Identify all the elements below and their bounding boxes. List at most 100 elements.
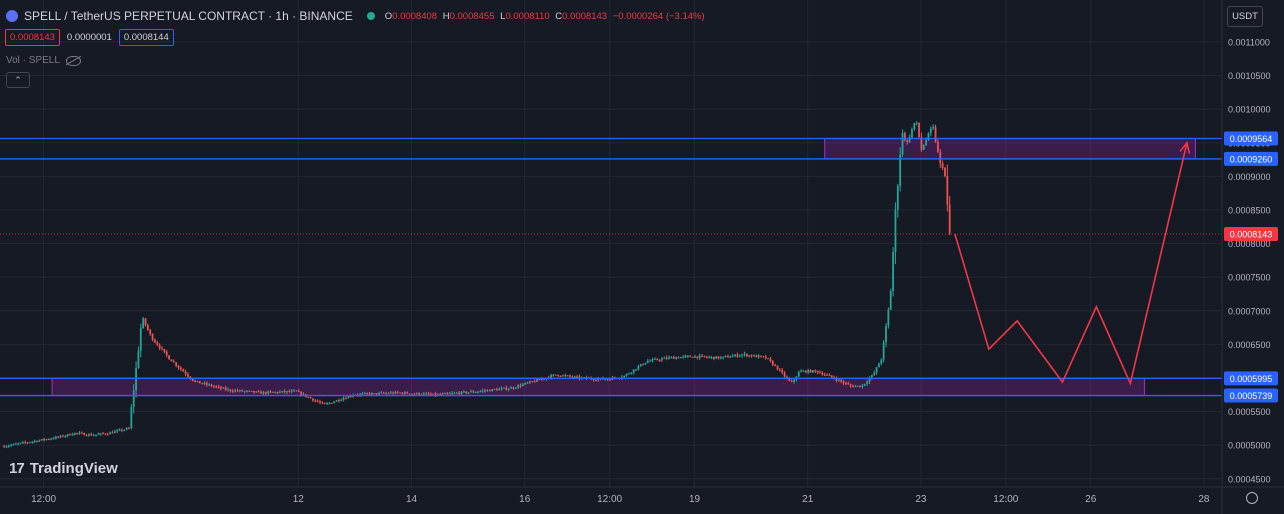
candle-body (842, 381, 845, 384)
candle-body (314, 400, 317, 402)
candle-body (399, 392, 402, 394)
candle-body (668, 357, 670, 359)
y-tick-label: 0.0004500 (1228, 474, 1271, 484)
candle-body (819, 372, 821, 374)
candle-body (394, 391, 397, 394)
candle-body (753, 355, 755, 357)
projection-layer (954, 141, 1191, 386)
candle-body (205, 383, 208, 385)
candle-body (510, 387, 512, 389)
candle-body (533, 381, 536, 383)
candle-body (26, 442, 29, 444)
candle-body (321, 402, 324, 404)
candle-body (738, 355, 741, 357)
candle-body (474, 391, 477, 393)
level-tag (1224, 371, 1278, 386)
candle-body (439, 394, 442, 396)
candle-body (293, 390, 295, 392)
candle-body (552, 374, 555, 376)
candle-body (170, 359, 173, 362)
candle-body (663, 357, 666, 359)
candle-body (271, 391, 274, 393)
buy-price-button[interactable]: 0.0008144 (118, 29, 174, 46)
settings-gear-icon[interactable] (1246, 492, 1258, 504)
candle-body (559, 375, 562, 377)
candle-body (227, 389, 229, 391)
candle-body (684, 355, 687, 357)
symbol-icon[interactable] (6, 10, 18, 22)
price-tags-layer: 0.0009564 0.0009260 0.0005995 0.0005739 0.00… (1224, 131, 1278, 403)
candle-body (920, 136, 923, 150)
candle-body (495, 389, 498, 391)
low-label: L (500, 10, 506, 22)
candle-body (687, 355, 689, 357)
candle-body (217, 386, 220, 388)
candle-body (161, 348, 163, 350)
candle-body (701, 355, 703, 357)
x-tick-label: 28 (1198, 494, 1210, 505)
symbol-title[interactable]: SPELL / TetherUS PERPETUAL CONTRACT · 1h… (24, 9, 353, 23)
candle-body (903, 132, 906, 141)
candle-body (191, 378, 194, 381)
candle-body (717, 356, 720, 359)
candle-body (458, 392, 461, 395)
volume-legend[interactable]: Vol · SPELL (6, 55, 81, 66)
candle-body (731, 355, 734, 357)
x-tick-label: 12:00 (993, 494, 1018, 505)
candle-body (5, 446, 8, 448)
collapse-legend-button[interactable]: ⌃ (6, 72, 30, 88)
candle-body (554, 374, 557, 376)
hidden-eye-icon[interactable] (65, 55, 81, 66)
candle-body (7, 445, 10, 447)
candle-body (901, 132, 904, 155)
candle-body (597, 378, 600, 380)
tradingview-logo-icon: 17 (9, 460, 25, 477)
candle-body (769, 358, 772, 362)
high-value: 0.0008455 (449, 10, 495, 22)
candle-body (828, 374, 831, 376)
candle-body (592, 379, 595, 381)
candle-body (106, 434, 109, 436)
candle-body (401, 392, 404, 394)
candle-body (137, 350, 140, 368)
candle-body (24, 442, 27, 444)
candle-body (229, 389, 232, 391)
candle-body (69, 434, 71, 436)
candle-body (863, 383, 866, 386)
tradingview-logo[interactable]: 17 TradingView (9, 460, 118, 477)
candle-body (892, 252, 894, 292)
candle-body (861, 385, 864, 388)
sell-price-button[interactable]: 0.0008143 (5, 29, 60, 46)
candle-body (208, 384, 211, 386)
candle-body (43, 439, 45, 441)
candle-body (760, 355, 762, 357)
candle-body (899, 154, 902, 187)
candle-body (14, 443, 17, 445)
candle-body (177, 365, 180, 368)
candle-body (918, 122, 920, 137)
currency-button[interactable]: USDT (1227, 6, 1263, 27)
candle-body (288, 391, 291, 393)
x-tick-label: 16 (519, 494, 531, 505)
level-tag-label: 0.0009564 (1230, 134, 1273, 144)
candle-body (241, 390, 244, 392)
candle-body (222, 387, 225, 389)
candle-body (40, 439, 43, 441)
candle-body (47, 439, 50, 441)
candle-body (326, 403, 328, 405)
spread-value: 0.0000001 (66, 32, 112, 43)
candle-body (132, 390, 135, 408)
candle-body (896, 186, 899, 210)
candle-body (307, 396, 310, 398)
candle-body (363, 393, 366, 395)
candle-body (606, 379, 609, 381)
candle-body (672, 357, 675, 359)
candle-body (797, 372, 800, 377)
candle-body (625, 373, 628, 376)
candle-body (297, 391, 300, 393)
candle-body (231, 390, 234, 392)
candle-body (342, 398, 345, 400)
candle-body (628, 373, 630, 375)
candle-body (158, 345, 161, 349)
